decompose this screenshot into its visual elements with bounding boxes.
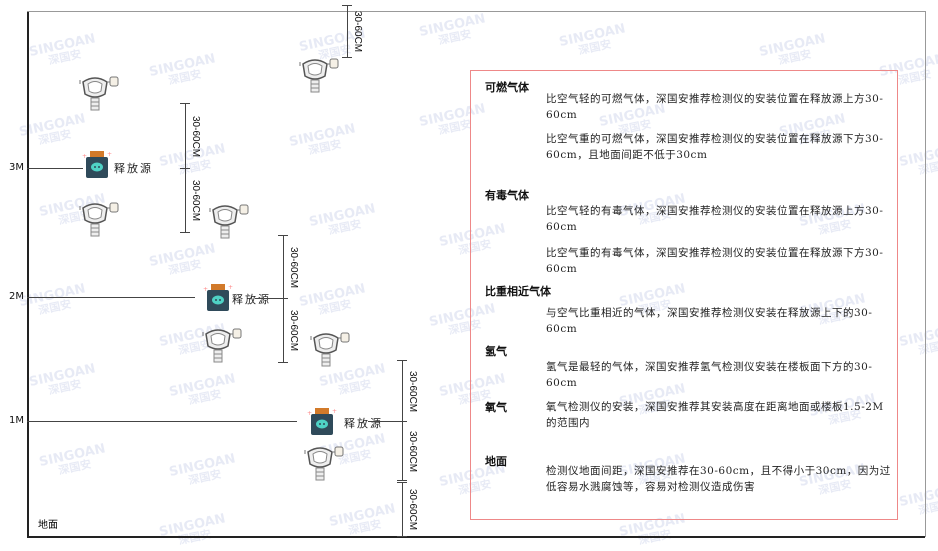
watermark: SINGOAN 深国安 bbox=[157, 511, 227, 548]
dimension-line bbox=[283, 298, 284, 362]
level-1m-line bbox=[27, 421, 297, 422]
gas-detector-icon bbox=[79, 202, 119, 237]
level-3m: 3M bbox=[9, 162, 24, 173]
dimension-label: 30-60CM bbox=[407, 370, 418, 412]
dimension-line bbox=[402, 482, 403, 536]
gas-detector-icon bbox=[79, 76, 119, 111]
svg-text:+: + bbox=[332, 408, 337, 415]
dimension-tick bbox=[397, 482, 407, 483]
watermark: SINGOAN 深国安 bbox=[27, 31, 97, 68]
dimension-tick bbox=[278, 362, 288, 363]
level-1m: 1M bbox=[9, 415, 24, 426]
info-box: 可燃气体比空气轻的可燃气体，深国安推荐检测仪的安装位置在释放源上方30-60cm… bbox=[470, 70, 898, 520]
leader-line bbox=[255, 298, 282, 299]
watermark: SINGOAN 深国安 bbox=[147, 51, 217, 88]
section-paragraph: 氢气是最轻的气体，深国安推荐氢气检测仪安装在楼板面下方的30-60cm bbox=[546, 361, 873, 389]
gas-detector-icon bbox=[299, 58, 339, 93]
section-title: 地面 bbox=[485, 455, 507, 468]
watermark: SINGOAN 深国安 bbox=[897, 321, 938, 358]
section-paragraph: 检测仪地面间距，深国安推荐在30-60cm，且不得小于30cm，因为过低容易水溅… bbox=[546, 465, 891, 493]
dimension-line bbox=[283, 235, 284, 298]
watermark: SINGOAN 深国安 bbox=[897, 141, 938, 178]
watermark: SINGOAN 深国安 bbox=[27, 361, 97, 398]
svg-text:+: + bbox=[82, 153, 87, 160]
level-2m: 2M bbox=[9, 291, 24, 302]
dimension-label: 30-60CM bbox=[407, 489, 418, 531]
dimension-tick bbox=[397, 421, 407, 422]
watermark: SINGOAN 深国安 bbox=[557, 21, 627, 58]
dimension-label: 30-60CM bbox=[190, 115, 201, 157]
dimension-tick bbox=[180, 168, 190, 169]
dimension-tick bbox=[397, 536, 407, 537]
watermark: SINGOAN 深国安 bbox=[757, 31, 827, 68]
section-title: 比重相近气体 bbox=[485, 285, 551, 298]
section-paragraph: 氧气检测仪的安装，深国安推荐其安装高度在距离地面或楼板1.5-2M的范围内 bbox=[546, 401, 884, 429]
release-source-label: 释放源 bbox=[232, 293, 271, 306]
section-paragraph: 比空气轻的可燃气体，深国安推荐检测仪的安装位置在释放源上方30-60cm bbox=[546, 93, 884, 121]
svg-text:+: + bbox=[203, 286, 208, 293]
watermark: SINGOAN 深国安 bbox=[297, 281, 367, 318]
svg-text:+: + bbox=[307, 410, 312, 417]
dimension-line bbox=[347, 5, 348, 57]
dimension-tick bbox=[397, 360, 407, 361]
dimension-line bbox=[402, 360, 403, 421]
section-title: 氧气 bbox=[485, 401, 507, 414]
section-paragraph: 比空气重的有毒气体，深国安推荐检测仪的安装位置在释放源下方30-60cm bbox=[546, 247, 884, 275]
dimension-tick bbox=[397, 480, 407, 481]
section-paragraph: 与空气比重相近的气体，深国安推荐检测仪安装在释放源上下的30-60cm bbox=[546, 307, 873, 335]
dimension-label: 30-60CM bbox=[288, 310, 299, 352]
leader-line bbox=[368, 421, 398, 422]
watermark: SINGOAN 深国安 bbox=[37, 441, 107, 478]
floor-line bbox=[27, 536, 925, 538]
ground-label: 地面 bbox=[38, 520, 58, 531]
release-source-label: 释放源 bbox=[344, 417, 383, 430]
section-title: 氢气 bbox=[485, 345, 507, 358]
section-title: 有毒气体 bbox=[485, 189, 529, 202]
dimension-tick bbox=[180, 232, 190, 233]
dimension-line bbox=[185, 168, 186, 232]
gas-detector-icon bbox=[304, 446, 344, 481]
watermark: SINGOAN 深国安 bbox=[287, 121, 357, 158]
dimension-tick bbox=[180, 103, 190, 104]
release-source-icon: + + bbox=[307, 408, 337, 435]
dimension-label: 30-60CM bbox=[407, 430, 418, 472]
release-source-icon: + + bbox=[82, 151, 112, 178]
dimension-label: 30-60CM bbox=[190, 180, 201, 222]
right-border bbox=[925, 11, 926, 537]
gas-detector-icon bbox=[202, 328, 242, 363]
dimension-tick bbox=[342, 57, 352, 58]
section-paragraph: 比空气轻的有毒气体，深国安推荐检测仪的安装位置在释放源上方30-60cm bbox=[546, 205, 884, 233]
watermark: SINGOAN 深国安 bbox=[147, 241, 217, 278]
gas-detector-icon bbox=[310, 332, 350, 367]
ceiling-line bbox=[27, 11, 925, 12]
dimension-tick bbox=[342, 5, 352, 6]
dimension-tick bbox=[278, 298, 288, 299]
svg-text:+: + bbox=[107, 151, 112, 158]
wall-line bbox=[27, 11, 29, 537]
dimension-line bbox=[402, 421, 403, 480]
dimension-label: 30-60CM bbox=[352, 11, 363, 53]
level-3m-line bbox=[27, 168, 83, 169]
watermark: SINGOAN 深国安 bbox=[307, 201, 377, 238]
watermark: SINGOAN 深国安 bbox=[167, 451, 237, 488]
watermark: SINGOAN 深国安 bbox=[897, 481, 938, 518]
section-paragraph: 比空气重的可燃气体，深国安推荐检测仪的安装位置在释放源下方30-60cm，且地面… bbox=[546, 133, 884, 161]
dimension-line bbox=[185, 103, 186, 168]
dimension-tick bbox=[278, 235, 288, 236]
watermark: SINGOAN 深国安 bbox=[317, 361, 387, 398]
release-source-label: 释放源 bbox=[114, 162, 153, 175]
watermark: SINGOAN 深国安 bbox=[417, 11, 487, 48]
watermark: SINGOAN 深国安 bbox=[167, 371, 237, 408]
svg-text:+: + bbox=[228, 284, 233, 291]
level-2m-line bbox=[27, 297, 195, 298]
gas-detector-icon bbox=[209, 204, 249, 239]
release-source-icon: + + bbox=[203, 284, 233, 311]
dimension-label: 30-60CM bbox=[288, 246, 299, 288]
section-title: 可燃气体 bbox=[485, 81, 529, 94]
